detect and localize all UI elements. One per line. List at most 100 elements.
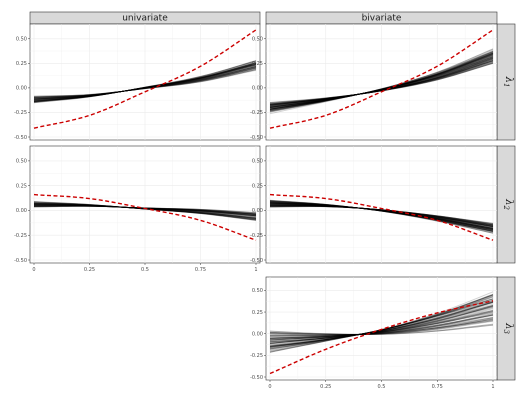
estimate-curve xyxy=(269,314,494,339)
estimate-curve xyxy=(270,317,494,336)
estimate-curve xyxy=(33,65,257,100)
estimate-curve xyxy=(269,201,494,230)
estimate-curve xyxy=(269,319,494,340)
estimate-curve xyxy=(269,201,494,231)
estimate-curve xyxy=(269,319,494,335)
estimate-curve xyxy=(269,305,494,344)
estimate-curve xyxy=(269,203,494,229)
estimate-curve xyxy=(270,205,494,227)
estimate-curve xyxy=(33,67,257,99)
estimate-curve xyxy=(269,60,494,107)
estimate-curve xyxy=(269,201,494,234)
estimate-curve xyxy=(33,62,257,101)
estimate-curve xyxy=(33,62,257,101)
estimate-curve xyxy=(269,307,494,340)
estimate-curve xyxy=(269,52,494,112)
estimate-curve xyxy=(269,50,494,113)
estimate-curve xyxy=(269,57,494,105)
estimate-curve xyxy=(269,324,494,335)
estimate-curve xyxy=(269,202,494,231)
estimate-curve xyxy=(269,56,494,110)
estimate-curve xyxy=(269,51,494,109)
estimate-curve xyxy=(33,68,257,99)
estimate-curve xyxy=(33,63,257,102)
row-strip-symbol: λ xyxy=(503,322,514,329)
estimate-curve xyxy=(269,201,494,229)
estimate-curve xyxy=(269,204,494,230)
y-tick-label: 0.25 xyxy=(16,183,27,189)
estimate-curve xyxy=(269,202,494,231)
estimate-curve xyxy=(269,200,494,232)
estimate-curve xyxy=(269,201,494,229)
estimate-curve xyxy=(33,65,257,99)
estimate-curve xyxy=(269,301,494,343)
estimate-curve xyxy=(33,63,257,102)
estimate-curve xyxy=(269,203,494,226)
x-tick-label: 0.5 xyxy=(141,267,149,273)
estimate-curve xyxy=(269,301,494,343)
estimate-curve xyxy=(269,200,494,234)
estimate-curve xyxy=(269,55,494,108)
estimate-curve xyxy=(269,201,494,232)
estimate-curve xyxy=(269,313,494,339)
estimate-curve xyxy=(33,69,257,97)
estimate-curve xyxy=(269,202,494,232)
estimate-curve xyxy=(33,64,257,103)
x-tick-label: 0.25 xyxy=(84,267,95,273)
estimate-curve xyxy=(269,313,494,336)
estimate-curve xyxy=(269,204,494,230)
estimate-curve xyxy=(269,311,494,341)
estimate-curve xyxy=(269,206,494,226)
estimate-curve xyxy=(33,62,257,101)
estimate-curve xyxy=(269,56,494,111)
estimate-curve xyxy=(269,302,494,343)
estimate-curve xyxy=(269,310,494,341)
row-strip-subscript: 1 xyxy=(502,83,510,87)
row-strip-label: λ2 xyxy=(502,198,514,210)
estimate-curve xyxy=(270,305,494,338)
estimate-curve xyxy=(33,61,257,102)
estimate-curve xyxy=(269,201,494,230)
estimate-curve xyxy=(270,205,494,225)
true-curve xyxy=(269,193,494,241)
estimate-curve xyxy=(269,201,494,231)
estimate-curve xyxy=(270,205,494,227)
estimate-curve xyxy=(269,52,494,109)
estimate-curve xyxy=(33,63,257,102)
row-strip-0: λ1 xyxy=(496,23,516,141)
estimate-curve xyxy=(269,204,494,226)
x-tick-label: 0 xyxy=(268,384,271,390)
estimate-curve xyxy=(269,60,494,103)
estimate-curve xyxy=(33,63,257,100)
estimate-curve xyxy=(269,204,494,227)
estimate-curve xyxy=(269,55,494,110)
estimate-curve xyxy=(269,57,494,109)
estimate-curve xyxy=(269,320,494,340)
estimate-curve xyxy=(33,67,257,98)
estimate-curve xyxy=(269,54,494,107)
estimate-curve xyxy=(269,62,494,105)
true-curve xyxy=(269,300,494,375)
y-tick-label: 0.00 xyxy=(252,331,263,337)
row-strip-2: λ3 xyxy=(496,276,516,381)
estimate-curve xyxy=(269,56,494,108)
estimate-curve xyxy=(269,63,494,106)
estimate-curve xyxy=(269,203,494,227)
estimate-curve xyxy=(269,62,494,107)
estimate-curve xyxy=(33,63,257,101)
estimate-curve xyxy=(269,316,494,341)
y-tick-label: -0.25 xyxy=(14,110,27,116)
estimate-curve xyxy=(269,206,494,226)
y-tick-label: -0.25 xyxy=(250,353,263,359)
estimate-curve xyxy=(269,318,494,335)
estimate-curve xyxy=(270,205,494,225)
estimate-curve xyxy=(269,202,494,229)
y-tick-label: -0.50 xyxy=(250,135,263,141)
estimate-curve xyxy=(269,52,494,110)
estimate-curve xyxy=(269,60,494,108)
y-tick-label: -0.50 xyxy=(250,258,263,264)
estimate-curve xyxy=(269,52,494,108)
estimate-curve xyxy=(33,63,257,103)
estimate-curve xyxy=(269,317,494,339)
estimate-curve xyxy=(33,64,257,102)
